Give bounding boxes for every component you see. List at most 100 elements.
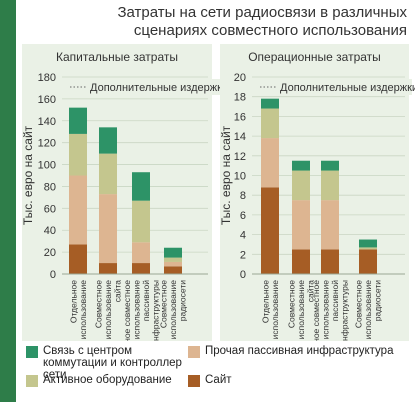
panel-opex: Операционные затраты 0 2 4 6 8 10 12 14 16 18 20 Тыс… xyxy=(219,44,415,341)
panel-capex-ytick-180: 180 xyxy=(38,72,56,84)
panel-capex-bar-3-switching xyxy=(132,172,150,201)
panel-opex-ytick-14: 14 xyxy=(234,131,246,143)
panel-opex-category-2-line-1: Совместное xyxy=(287,280,297,328)
panel-opex-bar-2-site xyxy=(292,249,310,274)
panel-capex-category-3-line-4: инфраструктуры xyxy=(150,280,160,341)
panel-capex: Капитальные затраты 0 20 40 60 80 100 120 140 160… xyxy=(21,44,228,341)
panel-opex-category-1-line-1: Отдельное xyxy=(260,280,270,323)
panel-opex-bar-2-active xyxy=(292,170,310,201)
figure-title-line-2: сценариях совместного использования xyxy=(133,22,407,39)
panel-capex-ytick-80: 80 xyxy=(44,181,56,193)
legend-item-site: Сайт xyxy=(188,374,408,387)
panel-opex-ytick-10: 10 xyxy=(234,171,246,183)
panel-capex-bar-2-passive xyxy=(99,194,117,264)
panel-capex-category-1: Отдельное использование xyxy=(68,280,88,340)
panel-capex-ytick-140: 140 xyxy=(38,116,56,128)
panel-capex-category-2: Совместное использование сайта xyxy=(94,280,123,340)
panel-opex-category-3-line-4: инфраструктуры xyxy=(339,280,349,341)
panel-capex-bar-2-active xyxy=(99,153,117,195)
panel-opex-category-2-line-2: использование xyxy=(296,280,306,340)
panel-opex-bar-2-passive xyxy=(292,200,310,250)
panel-capex-category-3: Полное совместное использование пассивной и… xyxy=(122,280,161,341)
panel-capex-bar-1-switching xyxy=(69,107,87,134)
panel-opex-category-1-line-2: использование xyxy=(270,280,280,340)
panel-opex-bar-1-passive xyxy=(261,138,279,188)
panel-opex-bar-4-site xyxy=(359,249,377,274)
panel-opex-bar-3-site xyxy=(321,249,339,274)
legend-swatch-site xyxy=(188,375,200,387)
panel-capex-bar-1-passive xyxy=(69,175,87,245)
panel-opex-category-4: Совместное использование радиосети xyxy=(354,280,383,340)
legend-swatch-passive xyxy=(188,346,200,358)
panel-capex-category-4-line-1: Совместное xyxy=(159,280,169,328)
panel-opex-ytick-0: 0 xyxy=(240,269,246,281)
panel-opex-bar-3-switching xyxy=(321,160,339,171)
legend-swatch-active xyxy=(26,375,38,387)
panel-opex-category-3-line-3: пассивной xyxy=(330,280,340,322)
legend: Связь с центром коммутации и контроллер … xyxy=(16,341,415,397)
legend-item-active: Активное оборудование xyxy=(26,374,186,387)
panel-opex-category-3: Полное совместное использование пассивной и… xyxy=(311,280,350,341)
panel-opex-ytick-6: 6 xyxy=(240,210,246,222)
legend-label-site: Сайт xyxy=(205,374,232,386)
panel-opex-category-3-line-1: Полное совместное xyxy=(311,280,321,341)
panel-opex-category-4-line-1: Совместное xyxy=(354,280,364,328)
panel-opex-bar-4-active xyxy=(359,247,377,250)
panel-capex-category-3-line-1: Полное совместное xyxy=(122,280,132,341)
panel-opex-bar-2-switching xyxy=(292,160,310,171)
panel-capex-category-4: Совместное использование радиосети xyxy=(159,280,188,340)
panel-capex-ytick-100: 100 xyxy=(38,160,56,172)
panel-opex-annotation: Дополнительные издержки xyxy=(280,82,415,94)
panel-capex-ytick-160: 160 xyxy=(38,94,56,106)
panel-capex-ytick-60: 60 xyxy=(44,203,56,215)
chart-area: Капитальные затраты 0 20 40 60 80 100 120 140 160… xyxy=(16,44,415,341)
panel-capex-bar-4-passive xyxy=(164,261,182,267)
panel-capex-bar-3-active xyxy=(132,200,150,243)
panel-opex-ylabel: Тыс. евро на сайт xyxy=(219,125,233,225)
panel-capex-ylabel: Тыс. евро на сайт xyxy=(21,125,35,225)
panel-opex-bar-1-site xyxy=(261,187,279,274)
panel-capex-ytick-120: 120 xyxy=(38,138,56,150)
panel-capex-annotation-bg xyxy=(86,79,222,95)
panel-opex-ytick-16: 16 xyxy=(234,111,246,123)
panel-capex-ytick-40: 40 xyxy=(44,225,56,237)
panel-opex-category-1: Отдельное использование xyxy=(260,280,280,340)
panel-opex-ytick-20: 20 xyxy=(234,72,246,84)
panel-opex-ytick-2: 2 xyxy=(240,249,246,261)
panel-opex-bar-1-switching xyxy=(261,98,279,109)
panel-capex-category-4-line-3: радиосети xyxy=(178,280,188,321)
panel-capex-bar-3-passive xyxy=(132,242,150,264)
panel-capex-bar-2-site xyxy=(99,263,117,274)
panel-capex-category-4-line-2: использование xyxy=(168,280,178,340)
panel-capex-annotation: Дополнительные издержки xyxy=(90,82,228,94)
legend-swatch-switching xyxy=(26,346,38,358)
panel-capex-category-3-line-2: использование xyxy=(131,280,141,340)
panel-opex-bar-3-active xyxy=(321,170,339,201)
legend-label-switching: Связь с центром коммутации и контроллер … xyxy=(43,345,182,381)
panel-capex-bar-1-site xyxy=(69,244,87,274)
panel-opex-ytick-4: 4 xyxy=(240,230,246,242)
panel-capex-bar-4-switching xyxy=(164,247,182,258)
legend-item-passive: Прочая пассивная инфраструктура xyxy=(188,345,408,358)
legend-item-switching: Связь с центром коммутации и контроллер … xyxy=(26,345,186,381)
panel-opex-category-2-line-3: сайта xyxy=(306,280,316,303)
panel-opex-category-4-line-3: радиосети xyxy=(373,280,383,321)
panel-capex-bar-4-site xyxy=(164,266,182,274)
figure-title: Затраты на сети радиосвязи в различных с… xyxy=(24,4,407,40)
panel-opex-category-4-line-2: использование xyxy=(363,280,373,340)
panel-capex-bar-2-switching xyxy=(99,127,117,154)
panel-capex-ytick-20: 20 xyxy=(44,247,56,259)
panel-opex-ytick-8: 8 xyxy=(240,190,246,202)
panel-capex-bar-4-active xyxy=(164,257,182,262)
charts-svg: Капитальные затраты020406080100120140160… xyxy=(21,44,415,341)
panel-opex-ytick-18: 18 xyxy=(234,92,246,104)
panel-opex-category-3-line-2: использование xyxy=(320,280,330,340)
legend-label-active: Активное оборудование xyxy=(43,374,172,386)
panel-capex-bar-1-active xyxy=(69,133,87,176)
panel-capex-category-3-line-3: пассивной xyxy=(141,280,151,322)
panel-opex-annotation-bg xyxy=(276,79,412,95)
panel-opex-title: Операционные затраты xyxy=(248,50,381,64)
panel-opex-bar-4-switching xyxy=(359,239,377,248)
legend-label-passive: Прочая пассивная инфраструктура xyxy=(205,345,394,357)
